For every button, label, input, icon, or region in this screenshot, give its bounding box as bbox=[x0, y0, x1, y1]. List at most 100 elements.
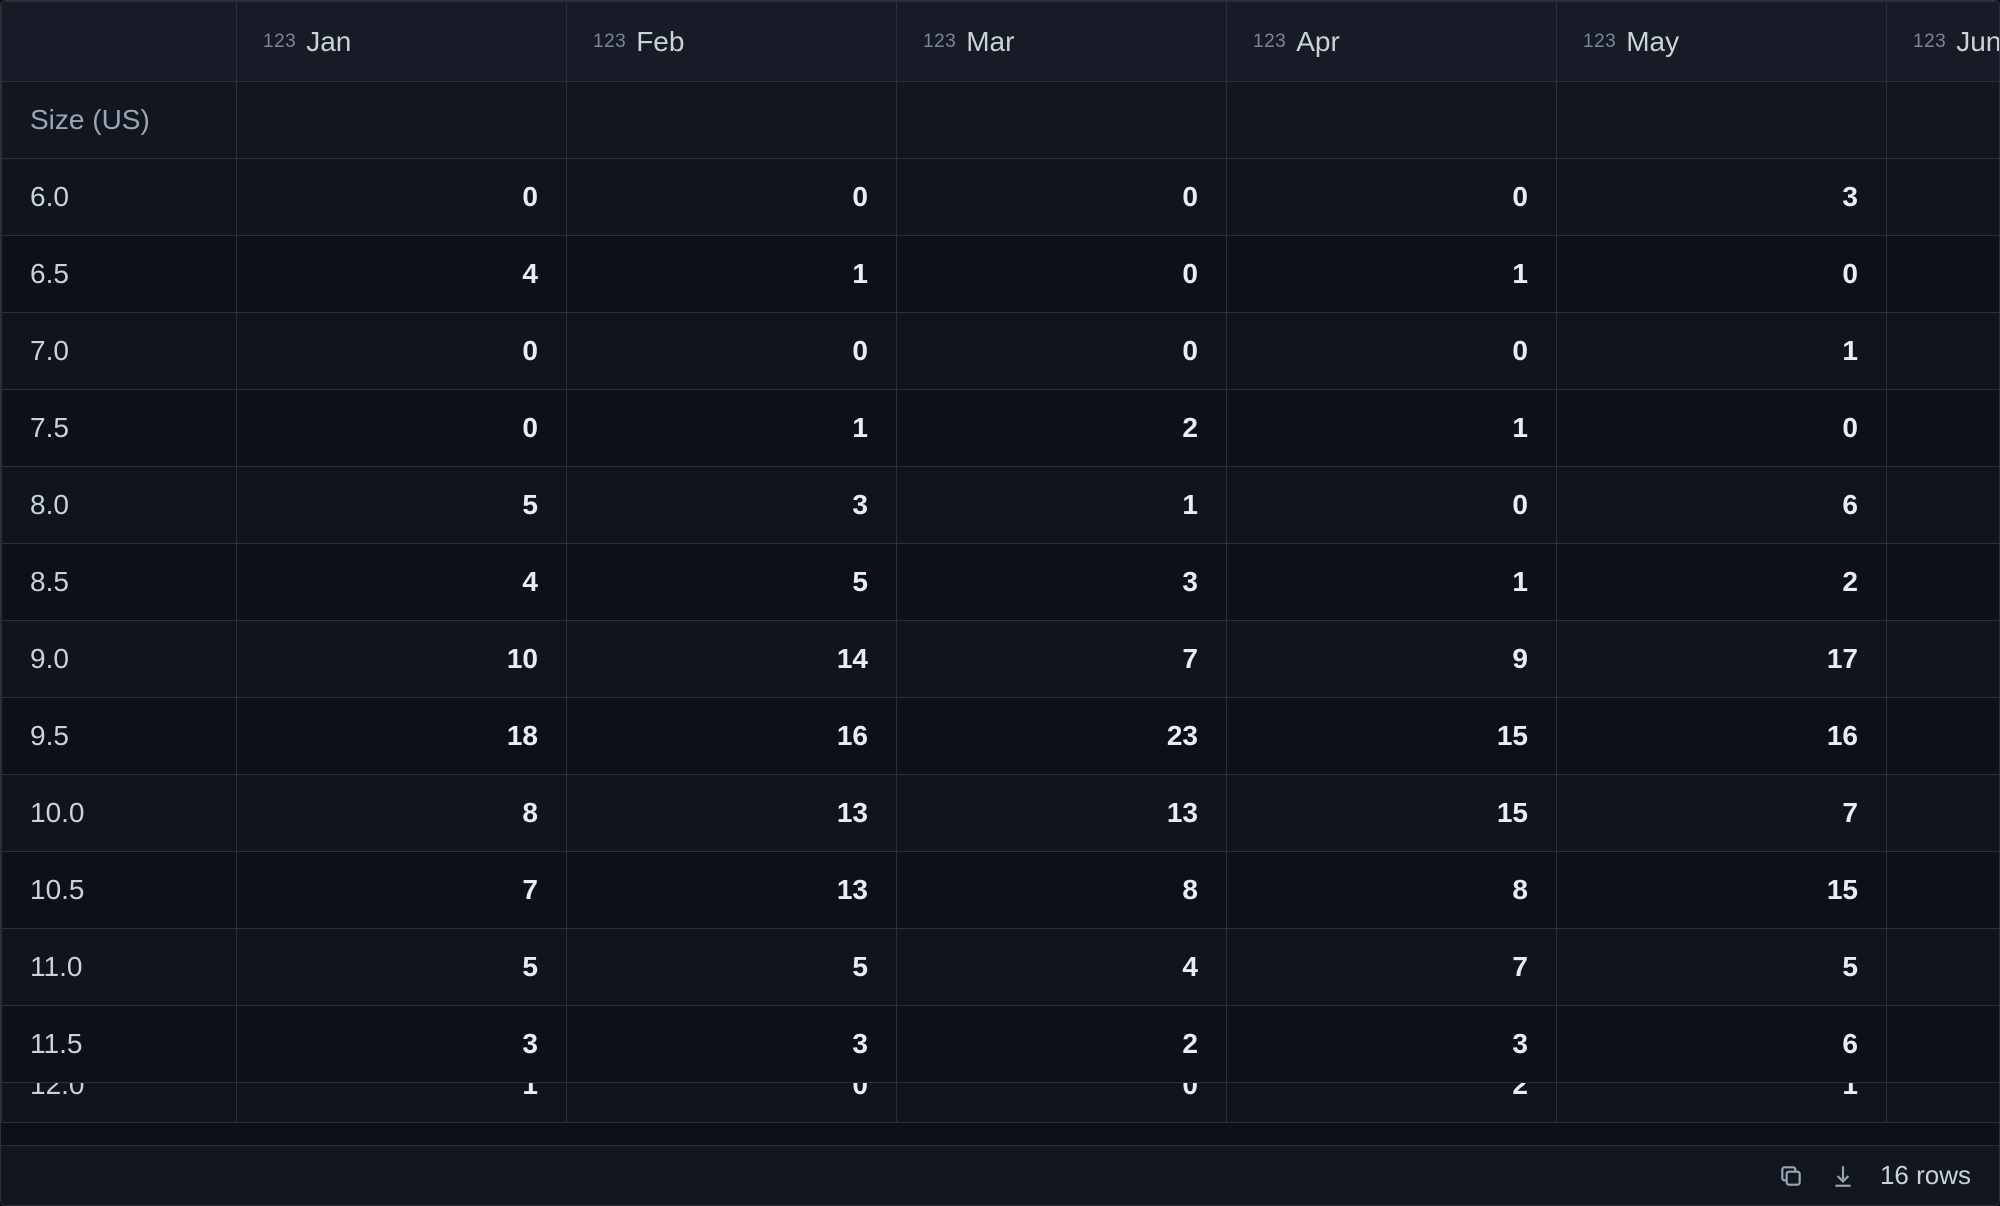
row-label-cell[interactable]: 9.0 bbox=[2, 621, 237, 698]
row-header-label-cell[interactable]: Size (US) bbox=[2, 82, 237, 159]
row-label-cell[interactable]: 6.0 bbox=[2, 159, 237, 236]
data-cell[interactable]: 1 bbox=[1227, 390, 1557, 467]
data-cell[interactable]: 2 bbox=[897, 1006, 1227, 1083]
row-label-cell[interactable]: 10.0 bbox=[2, 775, 237, 852]
data-cell[interactable]: 7 bbox=[237, 852, 567, 929]
data-cell[interactable]: 3 bbox=[567, 467, 897, 544]
data-cell[interactable]: 0 bbox=[567, 159, 897, 236]
data-cell[interactable]: 0 bbox=[897, 236, 1227, 313]
row-label-cell[interactable]: 8.5 bbox=[2, 544, 237, 621]
data-cell[interactable]: 1 bbox=[897, 467, 1227, 544]
data-cell[interactable]: 0 bbox=[567, 1083, 897, 1123]
row-label-cell[interactable]: 11.5 bbox=[2, 1006, 237, 1083]
table-row[interactable]: 8.053106 bbox=[2, 467, 2000, 544]
column-header-apr[interactable]: 123 Apr bbox=[1227, 2, 1557, 82]
data-cell[interactable] bbox=[1887, 698, 2000, 775]
data-cell[interactable] bbox=[1887, 852, 2000, 929]
table-scroll-area[interactable]: 123 Jan 123 Feb 123 Mar bbox=[1, 1, 1999, 1145]
data-cell[interactable]: 2 bbox=[1227, 1083, 1557, 1123]
data-cell[interactable]: 1 bbox=[567, 390, 897, 467]
data-cell[interactable]: 0 bbox=[567, 313, 897, 390]
data-cell[interactable] bbox=[1887, 1006, 2000, 1083]
data-cell[interactable]: 8 bbox=[897, 852, 1227, 929]
column-header-mar[interactable]: 123 Mar bbox=[897, 2, 1227, 82]
row-label-cell[interactable]: 7.5 bbox=[2, 390, 237, 467]
data-cell[interactable] bbox=[1887, 544, 2000, 621]
data-cell[interactable]: 1 bbox=[1227, 236, 1557, 313]
data-cell[interactable]: 5 bbox=[567, 929, 897, 1006]
table-row[interactable]: 10.57138815 bbox=[2, 852, 2000, 929]
data-cell[interactable]: 0 bbox=[1557, 236, 1887, 313]
data-cell[interactable]: 6 bbox=[1557, 1006, 1887, 1083]
data-cell[interactable]: 4 bbox=[897, 929, 1227, 1006]
row-label-cell[interactable]: 7.0 bbox=[2, 313, 237, 390]
data-cell[interactable] bbox=[1887, 775, 2000, 852]
data-cell[interactable]: 0 bbox=[237, 159, 567, 236]
data-cell[interactable]: 7 bbox=[1557, 775, 1887, 852]
data-cell[interactable]: 5 bbox=[1557, 929, 1887, 1006]
data-cell[interactable]: 5 bbox=[237, 929, 567, 1006]
data-cell[interactable] bbox=[1887, 1083, 2000, 1123]
table-row[interactable]: 8.545312 bbox=[2, 544, 2000, 621]
row-label-cell[interactable]: 9.5 bbox=[2, 698, 237, 775]
data-cell[interactable]: 0 bbox=[1227, 159, 1557, 236]
table-row[interactable]: 10.081313157 bbox=[2, 775, 2000, 852]
row-label-cell[interactable]: 8.0 bbox=[2, 467, 237, 544]
data-cell[interactable]: 0 bbox=[897, 159, 1227, 236]
data-cell[interactable]: 14 bbox=[567, 621, 897, 698]
data-cell[interactable]: 15 bbox=[1557, 852, 1887, 929]
table-row[interactable]: 9.51816231516 bbox=[2, 698, 2000, 775]
data-cell[interactable]: 1 bbox=[237, 1083, 567, 1123]
data-cell[interactable]: 2 bbox=[897, 390, 1227, 467]
data-cell[interactable]: 0 bbox=[897, 313, 1227, 390]
data-cell[interactable]: 3 bbox=[567, 1006, 897, 1083]
data-cell[interactable]: 0 bbox=[1227, 313, 1557, 390]
data-cell[interactable]: 3 bbox=[897, 544, 1227, 621]
data-cell[interactable]: 7 bbox=[897, 621, 1227, 698]
data-cell[interactable]: 15 bbox=[1227, 698, 1557, 775]
data-cell[interactable]: 6 bbox=[1557, 467, 1887, 544]
data-cell[interactable]: 2 bbox=[1557, 544, 1887, 621]
data-cell[interactable]: 1 bbox=[1557, 313, 1887, 390]
row-label-cell[interactable]: 6.5 bbox=[2, 236, 237, 313]
table-row[interactable]: 6.541010 bbox=[2, 236, 2000, 313]
data-cell[interactable] bbox=[1887, 159, 2000, 236]
table-row[interactable]: 7.000001 bbox=[2, 313, 2000, 390]
data-cell[interactable]: 16 bbox=[1557, 698, 1887, 775]
data-cell[interactable]: 7 bbox=[1227, 929, 1557, 1006]
row-label-cell[interactable]: 11.0 bbox=[2, 929, 237, 1006]
row-label-cell[interactable]: 10.5 bbox=[2, 852, 237, 929]
data-cell[interactable]: 16 bbox=[567, 698, 897, 775]
data-cell[interactable]: 5 bbox=[567, 544, 897, 621]
data-cell[interactable]: 3 bbox=[1227, 1006, 1557, 1083]
download-icon[interactable] bbox=[1828, 1161, 1858, 1191]
data-cell[interactable]: 3 bbox=[1557, 159, 1887, 236]
data-cell[interactable] bbox=[1887, 390, 2000, 467]
data-cell[interactable]: 13 bbox=[567, 775, 897, 852]
data-cell[interactable]: 13 bbox=[567, 852, 897, 929]
table-row[interactable]: 11.533236 bbox=[2, 1006, 2000, 1083]
data-cell[interactable]: 4 bbox=[237, 544, 567, 621]
column-header-jan[interactable]: 123 Jan bbox=[237, 2, 567, 82]
column-header-may[interactable]: 123 May bbox=[1557, 2, 1887, 82]
data-cell[interactable]: 8 bbox=[237, 775, 567, 852]
table-row[interactable]: 9.010147917 bbox=[2, 621, 2000, 698]
data-cell[interactable] bbox=[1887, 621, 2000, 698]
row-label-cell[interactable]: 12.0 bbox=[2, 1083, 237, 1123]
data-cell[interactable] bbox=[1887, 313, 2000, 390]
data-cell[interactable]: 0 bbox=[1227, 467, 1557, 544]
data-cell[interactable]: 3 bbox=[237, 1006, 567, 1083]
data-cell[interactable]: 10 bbox=[237, 621, 567, 698]
data-cell[interactable]: 9 bbox=[1227, 621, 1557, 698]
data-cell[interactable] bbox=[1887, 467, 2000, 544]
table-row[interactable]: 7.501210 bbox=[2, 390, 2000, 467]
data-cell[interactable]: 8 bbox=[1227, 852, 1557, 929]
data-cell[interactable]: 13 bbox=[897, 775, 1227, 852]
data-cell[interactable]: 1 bbox=[567, 236, 897, 313]
data-cell[interactable]: 1 bbox=[1227, 544, 1557, 621]
column-header-feb[interactable]: 123 Feb bbox=[567, 2, 897, 82]
table-row[interactable]: 12.010021 bbox=[2, 1083, 2000, 1123]
data-cell[interactable]: 0 bbox=[897, 1083, 1227, 1123]
copy-icon[interactable] bbox=[1776, 1161, 1806, 1191]
data-cell[interactable]: 0 bbox=[237, 313, 567, 390]
